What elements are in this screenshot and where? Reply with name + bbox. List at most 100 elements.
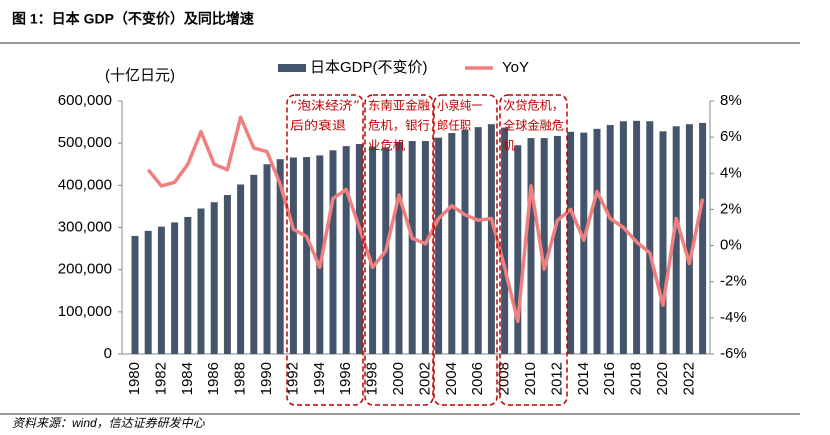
bar: [461, 129, 469, 354]
y2-tick-label: 2%: [720, 200, 742, 217]
y-tick-label: 400,000: [58, 176, 112, 193]
bar: [355, 144, 363, 354]
bar: [303, 157, 311, 354]
x-tick-label: 1988: [232, 362, 249, 395]
bar: [593, 128, 601, 354]
bar: [421, 141, 429, 354]
bar: [685, 124, 693, 354]
annotation-box: [364, 94, 434, 406]
bar: [197, 208, 205, 354]
bar: [289, 157, 297, 354]
bar: [144, 230, 152, 354]
bar: [316, 155, 324, 354]
bar: [501, 127, 509, 354]
bar: [448, 133, 456, 354]
x-tick-label: 2012: [548, 362, 565, 395]
x-tick-label: 2006: [469, 362, 486, 395]
bar: [237, 184, 245, 354]
y-tick-label: 300,000: [58, 218, 112, 235]
y2-tick-label: 6%: [720, 128, 742, 145]
annotation-text: 业危机: [368, 139, 405, 153]
bar: [250, 174, 258, 354]
bar: [606, 125, 614, 354]
bar: [210, 202, 218, 354]
bar: [514, 145, 522, 354]
annotation-text: 危机，银行: [368, 119, 430, 133]
annotation-text: 全球金融危: [503, 118, 564, 133]
y2-tick-label: 4%: [720, 164, 742, 181]
y2-tick-label: -2%: [720, 273, 747, 290]
bar: [672, 126, 680, 354]
bar: [659, 131, 667, 354]
annotation-text: 次贷危机，: [503, 99, 564, 113]
bar: [619, 121, 627, 355]
bar: [633, 120, 641, 355]
annotation-text: 东南亚金融: [368, 98, 430, 113]
bar: [223, 195, 231, 354]
x-tick-label: 1992: [284, 362, 301, 395]
bar: [408, 141, 416, 354]
annotation-text: “泡沫经济”: [290, 98, 360, 113]
annotation-box: [286, 94, 364, 406]
bar: [487, 124, 495, 354]
y2-tick-label: -4%: [720, 309, 747, 326]
legend-label: 日本GDP(不变价): [310, 59, 428, 76]
x-tick-label: 2008: [496, 362, 513, 395]
y-tick-label: 0: [104, 345, 112, 362]
legend-label: YoY: [502, 59, 529, 76]
bar: [369, 146, 377, 354]
x-tick-label: 2020: [654, 362, 671, 395]
x-tick-label: 2004: [443, 362, 460, 395]
bar: [131, 235, 139, 354]
x-tick-label: 2014: [575, 362, 592, 395]
x-tick-label: 2000: [390, 362, 407, 395]
x-tick-label: 1998: [364, 362, 381, 395]
bar: [527, 138, 535, 354]
bar: [553, 135, 561, 354]
legend-swatch: [278, 64, 306, 72]
bar: [276, 159, 284, 354]
bar: [184, 216, 192, 354]
annotation-box: [433, 94, 498, 406]
source-note: 资料来源：wind，信达证券研发中心: [12, 416, 206, 430]
x-tick-label: 1986: [205, 362, 222, 395]
y-axis-label: (十亿日元): [105, 67, 175, 84]
page-title: 图 1：日本 GDP（不变价）及同比增速: [12, 11, 254, 27]
y-tick-label: 200,000: [58, 261, 112, 278]
x-tick-label: 2016: [601, 362, 618, 395]
bar: [329, 150, 337, 354]
x-tick-label: 2018: [628, 362, 645, 395]
bar: [474, 127, 482, 354]
y2-tick-label: -6%: [720, 345, 747, 362]
x-tick-label: 1996: [337, 362, 354, 395]
x-tick-label: 1984: [179, 362, 196, 395]
bar: [540, 138, 548, 354]
bar: [395, 141, 403, 354]
x-tick-label: 1980: [126, 362, 143, 395]
y-tick-label: 500,000: [58, 134, 112, 151]
x-tick-label: 1990: [258, 362, 275, 395]
annotation-text: 郎任职: [437, 119, 471, 133]
annotation-box: [499, 94, 568, 406]
bar: [263, 164, 271, 354]
bar: [699, 122, 707, 354]
bar: [580, 132, 588, 354]
bar: [567, 131, 575, 354]
bar: [171, 222, 179, 354]
annotation-text: 机: [503, 139, 515, 153]
bar: [435, 137, 443, 354]
y2-tick-label: 8%: [720, 92, 742, 109]
x-tick-label: 2002: [416, 362, 433, 395]
x-tick-label: 2022: [680, 362, 697, 395]
yoy-line: [146, 115, 705, 324]
y-tick-label: 100,000: [58, 303, 112, 320]
annotation-text: 小泉纯一: [437, 99, 483, 113]
annotation-text: 后的衰退: [290, 118, 346, 133]
x-tick-label: 1994: [311, 362, 328, 395]
y-tick-label: 600,000: [58, 92, 112, 109]
bar: [646, 121, 654, 355]
bar: [157, 226, 165, 354]
x-tick-label: 2010: [522, 362, 539, 395]
x-tick-label: 1982: [152, 362, 169, 395]
